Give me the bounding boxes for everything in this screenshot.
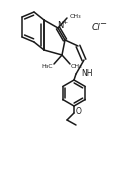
Text: +: +	[62, 21, 67, 25]
Text: −: −	[99, 20, 106, 28]
Text: CH₃: CH₃	[70, 64, 82, 70]
Text: NH: NH	[80, 70, 92, 78]
Text: N: N	[56, 21, 63, 31]
Text: Cl: Cl	[91, 22, 99, 32]
Text: O: O	[75, 108, 81, 116]
Text: H₃C: H₃C	[41, 64, 53, 70]
Text: CH₃: CH₃	[69, 13, 81, 18]
